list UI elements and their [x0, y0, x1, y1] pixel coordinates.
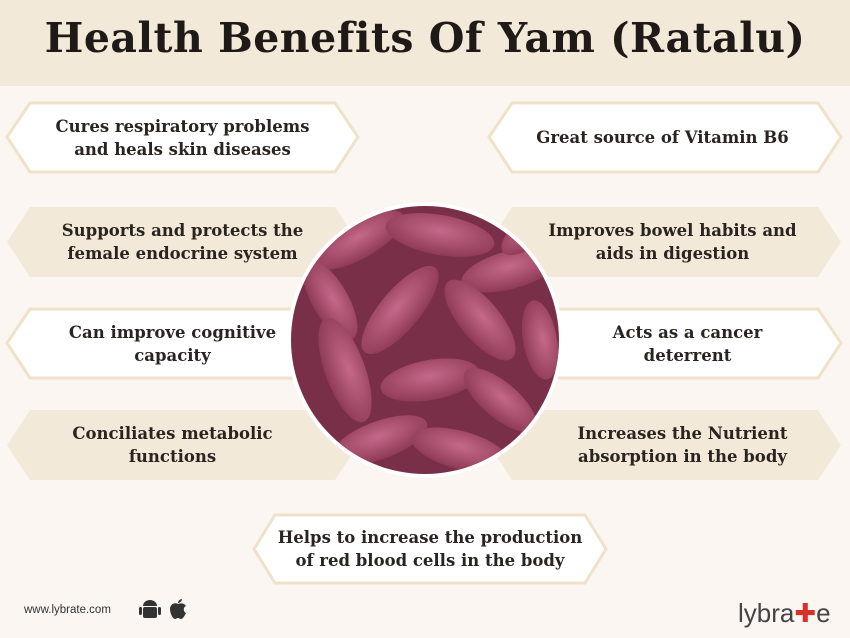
- benefit-text: Conciliates metabolic functions: [72, 424, 273, 466]
- benefit-box-shape: [489, 207, 841, 277]
- benefit-box-shape: [7, 207, 358, 277]
- benefit-left-3: Can improve cognitive capacity: [10, 309, 335, 378]
- benefit-text: Cures respiratory problems and heals ski…: [55, 116, 310, 159]
- benefit-bottom: Helps to increase the production of red …: [265, 515, 595, 583]
- apple-icon: [170, 599, 186, 619]
- benefit-box-shape: [5, 101, 360, 174]
- benefit-text: Supports and protects the female endocri…: [61, 221, 304, 263]
- title-band: [0, 0, 850, 86]
- lybrate-logo: lybra✚e: [738, 598, 831, 628]
- benefit-right-2: Improves bowel habits and aids in digest…: [510, 207, 835, 277]
- benefit-right-3: Acts as a cancer deterrent: [525, 309, 850, 378]
- yam-image: [291, 206, 559, 474]
- benefit-text: Acts as a cancer deterrent: [612, 322, 763, 365]
- benefit-right-4: Increases the Nutrient absorption in the…: [520, 410, 845, 480]
- page-title: Health Benefits Of Yam (Ratalu): [44, 14, 806, 62]
- benefit-text: Great source of Vitamin B6: [536, 128, 789, 147]
- benefit-text: Improves bowel habits and aids in digest…: [548, 221, 797, 263]
- benefit-box-shape: [252, 513, 608, 585]
- benefit-left-2: Supports and protects the female endocri…: [20, 207, 345, 277]
- benefit-box-shape: [487, 101, 843, 174]
- benefit-text: Can improve cognitive capacity: [68, 322, 277, 365]
- benefit-text: Increases the Nutrient absorption in the…: [577, 424, 788, 466]
- benefit-left-4: Conciliates metabolic functions: [10, 410, 335, 480]
- benefit-left-1: Cures respiratory problems and heals ski…: [20, 103, 345, 172]
- benefit-right-1: Great source of Vitamin B6: [500, 103, 825, 172]
- benefit-box-shape: [489, 410, 841, 480]
- android-icon: [139, 600, 161, 618]
- website-link[interactable]: www.lybrate.com: [24, 604, 111, 616]
- benefit-text: Helps to increase the production of red …: [277, 528, 583, 570]
- benefit-box-shape: [7, 410, 358, 480]
